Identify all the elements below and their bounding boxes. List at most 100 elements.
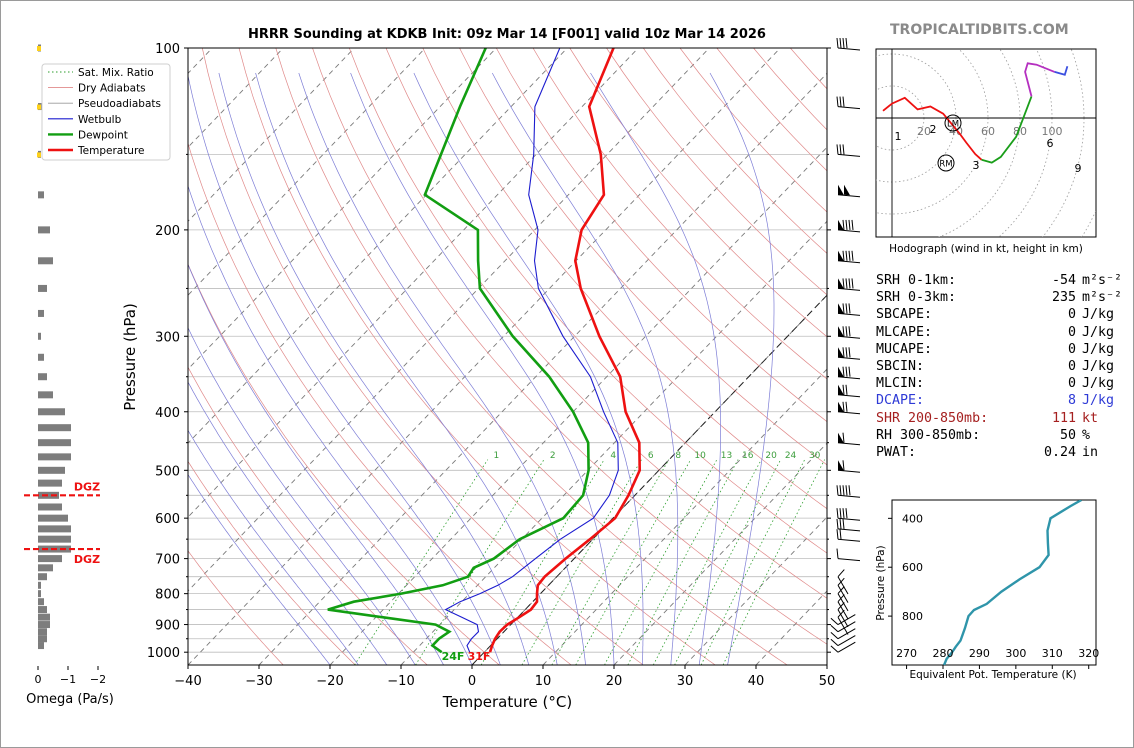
barb-feather (842, 485, 845, 496)
lm-label: LM (947, 120, 959, 130)
mixing-ratio-line (627, 459, 739, 665)
parameter-value: -54 (1051, 273, 1076, 288)
barb-feather (845, 37, 848, 49)
mixing-ratio-line (604, 459, 718, 665)
x-tick-label: −40 (174, 674, 201, 689)
theta-e-x-label: 310 (1042, 647, 1063, 660)
wind-barb-staff (830, 628, 856, 640)
dry-adiabat (188, 550, 284, 665)
hodograph-height-label: 9 (1075, 162, 1082, 175)
barb-feather (848, 347, 851, 358)
wind-barb (837, 401, 861, 415)
wind-barb-staff (830, 614, 856, 626)
wind-barb (836, 485, 861, 498)
moist-adiabat (188, 381, 388, 665)
wind-barb (830, 635, 856, 647)
omega-bar (38, 391, 53, 399)
moist-adiabat (188, 429, 359, 665)
barb-shaft (837, 411, 861, 415)
omega-bar (38, 424, 71, 432)
barb-flag (837, 577, 845, 586)
hodograph-trace (981, 96, 1033, 164)
site-watermark: TROPICALTIDBITS.COM (890, 22, 1069, 38)
dry-adiabat (569, 48, 827, 338)
dry-adiabat (188, 460, 356, 665)
omega-bar (38, 635, 47, 643)
barb-shaft (837, 469, 861, 473)
barb-feather (845, 401, 848, 412)
wind-barb (836, 508, 861, 521)
omega-bar (38, 466, 65, 474)
mixing-ratio-label: 6 (648, 451, 654, 461)
parameter-unit: kt (1082, 410, 1099, 426)
mixing-ratio-line (700, 459, 806, 665)
parameter-value: 111 (1051, 410, 1076, 426)
y-tick-label: 700 (155, 553, 180, 568)
omega-bar (38, 628, 47, 636)
legend-label: Pseudoadiabats (78, 98, 161, 110)
barb-shaft (837, 628, 856, 640)
y-tick-label: 100 (155, 42, 180, 57)
theta-e-x-label: 300 (1005, 647, 1026, 660)
parameter-value: 0 (1067, 341, 1076, 357)
omega-bar (38, 606, 47, 614)
dry-adiabat (275, 48, 788, 665)
barb-pennant (838, 366, 844, 378)
chart-title: HRRR Sounding at KDKB Init: 09z Mar 14 [… (248, 27, 766, 42)
parameter-label: SRH 0-1km: (876, 273, 957, 288)
barb-flag (837, 602, 845, 610)
barb-feather (845, 250, 848, 261)
omega-bar (38, 257, 53, 265)
mixing-ratio-line (551, 459, 670, 665)
parameter-label: SRH 0-3km: (876, 290, 957, 306)
mixing-ratio-label: 10 (694, 451, 706, 461)
barb-feather (842, 326, 845, 337)
barb-feather (842, 219, 845, 230)
omega-bar (38, 525, 71, 533)
y-tick-label: 500 (155, 464, 180, 479)
isotherm (188, 48, 355, 222)
omega-bar (38, 309, 44, 317)
barb-feather (842, 518, 845, 529)
barb-shaft (837, 106, 861, 110)
wind-barb (837, 278, 861, 291)
barb-flag (830, 645, 839, 653)
barb-feather (836, 485, 839, 496)
barb-feather (842, 401, 845, 412)
theta-e-x-title: Equivalent Pot. Temperature (K) (909, 669, 1076, 681)
wind-barb-staff (830, 641, 856, 653)
hodograph-box (875, 48, 1097, 238)
omega-bar (38, 439, 71, 447)
barb-feather (842, 508, 845, 519)
mixing-ratio-line (415, 459, 545, 665)
barb-shaft (837, 517, 861, 521)
moist-adiabat (255, 72, 558, 665)
theta-e-y-label: 400 (902, 512, 923, 525)
omega-bar-positive (37, 152, 41, 158)
omega-bar (38, 621, 50, 629)
barb-flag (830, 638, 839, 646)
omega-panel: DGZ DGZ 0 −1 −2 Omega (Pa/s) (24, 44, 114, 707)
hodograph-ring-label: 60 (981, 125, 995, 138)
dry-adiabat (188, 366, 428, 665)
x-tick-label: 20 (606, 674, 623, 689)
theta-e-y-label: 600 (902, 561, 923, 574)
moist-adiabat (188, 327, 416, 665)
x-tick-label: 40 (748, 674, 765, 689)
omega-bar (38, 642, 44, 650)
barb-shaft (837, 312, 861, 316)
omega-bar (38, 491, 59, 499)
barb-pennant (838, 250, 844, 262)
mixing-ratio-label: 1 (493, 451, 499, 461)
barb-shaft (837, 287, 861, 291)
mixing-ratio-line (652, 459, 762, 665)
barb-feather (845, 347, 848, 358)
wind-barb (837, 347, 861, 360)
surface-temperature-label: 31F (468, 650, 491, 663)
barb-feather (845, 326, 848, 337)
wind-barb-staff (830, 621, 856, 633)
wetbulb-line (444, 48, 619, 653)
parameter-row: MLCIN: 0 J/kg (876, 375, 1122, 392)
barb-pennant (838, 384, 844, 396)
mixing-ratio-label: 8 (675, 451, 681, 461)
